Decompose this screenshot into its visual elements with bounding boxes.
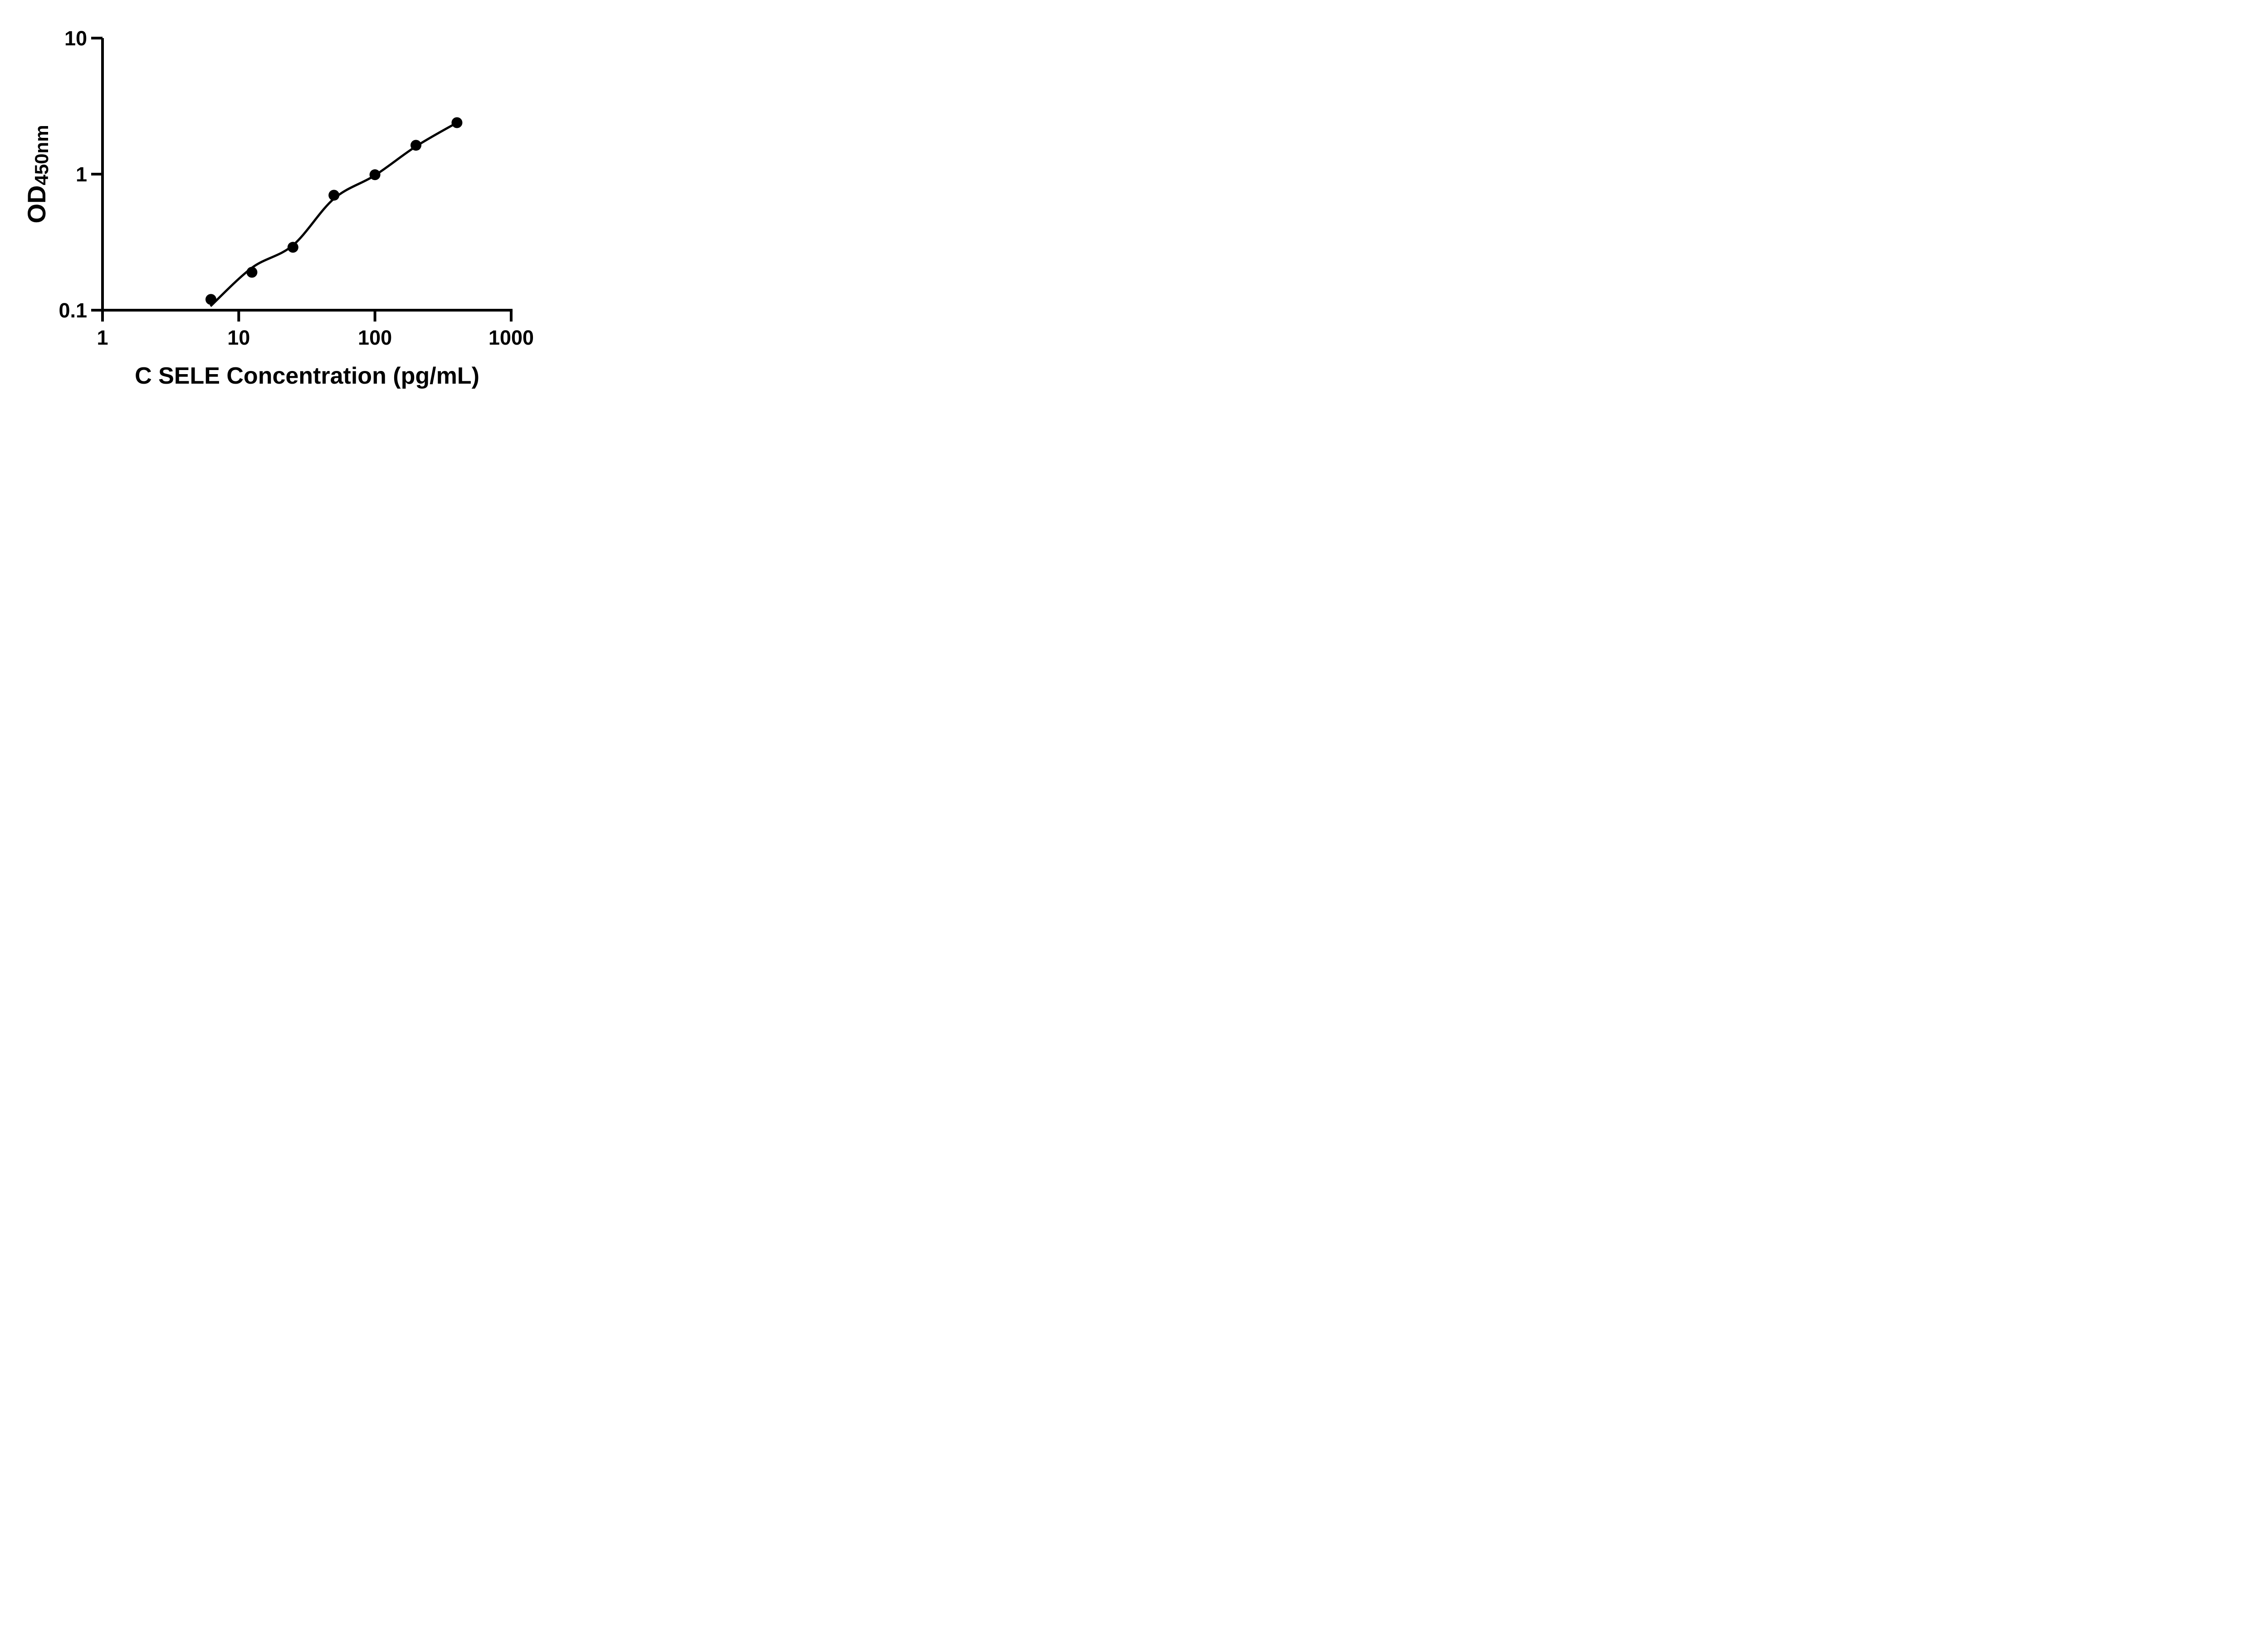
y-tick-label-0.1: 0.1 <box>59 299 87 322</box>
fit-curve <box>210 122 458 307</box>
data-point-x12.5 <box>246 267 258 278</box>
x-tick-label-1000: 1000 <box>489 326 534 349</box>
data-point-x200 <box>410 140 421 151</box>
data-point-x400 <box>451 117 463 128</box>
x-axis-title: C SELE Concentration (pg/mL) <box>135 363 479 389</box>
y-tick-label-1: 1 <box>76 163 87 186</box>
data-point-x50 <box>328 190 340 201</box>
plot-area: 1 10 100 1000 10 1 0.1 <box>59 27 534 349</box>
data-point-x6.25 <box>205 294 217 305</box>
elisa-standard-curve-figure: 1 10 100 1000 10 1 0.1 C SELE Concentration (p… <box>0 0 573 410</box>
data-point-x25 <box>287 242 298 253</box>
data-point-x100 <box>369 169 381 180</box>
x-tick-label-10: 10 <box>227 326 250 349</box>
x-tick-label-100: 100 <box>358 326 392 349</box>
y-tick-label-10: 10 <box>64 27 87 50</box>
y-axis-title-subscript: 450nm <box>30 125 52 185</box>
x-tick-label-1: 1 <box>97 326 108 349</box>
y-axis-title: OD450nm <box>22 125 53 223</box>
y-axis-title-main: OD <box>22 185 51 224</box>
